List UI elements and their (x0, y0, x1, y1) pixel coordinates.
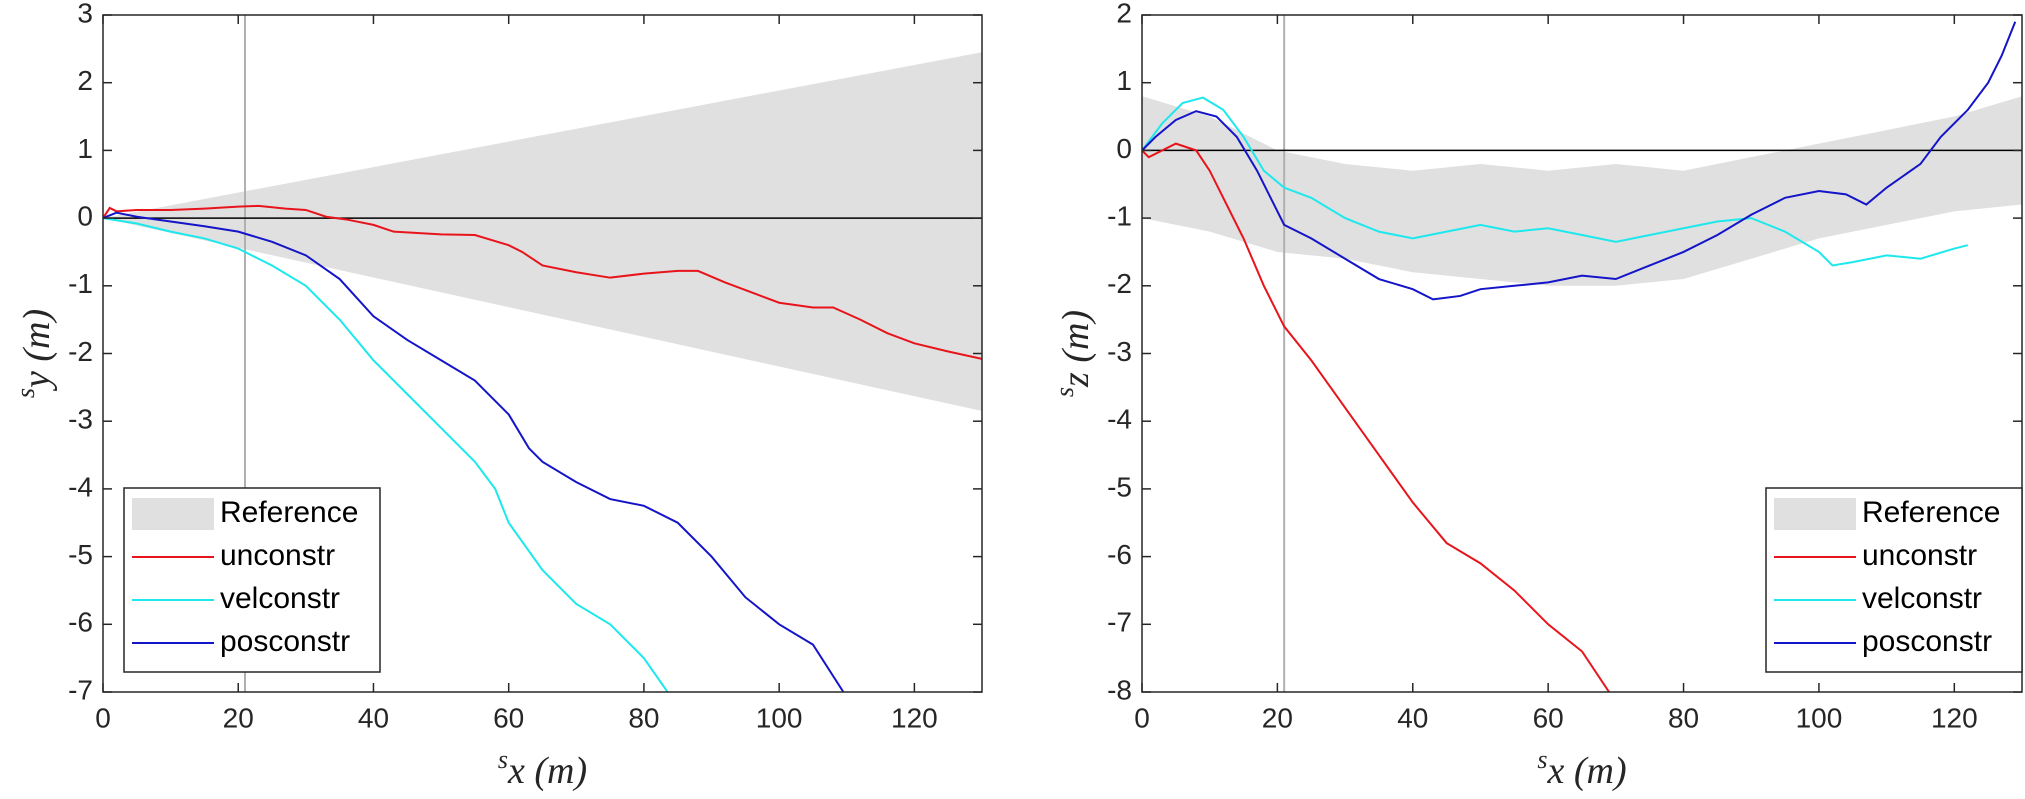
reference-band (103, 52, 982, 412)
y-tick-label: -3 (68, 404, 93, 435)
y-tick-label: -8 (1107, 674, 1132, 705)
y-tick-label: -6 (68, 607, 93, 638)
y-label-sup: s (11, 388, 40, 398)
y-tick-label: -1 (1107, 200, 1132, 231)
x-tick-label: 80 (628, 702, 659, 733)
legend-label: velconstr (220, 582, 340, 615)
y-tick-label: 0 (1116, 133, 1132, 164)
x-tick-label: 100 (756, 702, 803, 733)
x-tick-label: 20 (1262, 702, 1293, 733)
reference-band (1142, 96, 2022, 286)
legend-label: Reference (220, 496, 358, 529)
y-axis-label: sz (m) (1050, 310, 1097, 397)
legend-label: velconstr (1862, 582, 1982, 615)
series-line (103, 211, 845, 692)
series-line (1142, 21, 2017, 301)
x-label-sup: s (498, 745, 508, 774)
y-tick-label: 1 (1116, 65, 1132, 96)
legend-label: posconstr (1862, 625, 1992, 658)
legend: Reference unconstr velconstr posconstr (123, 487, 381, 673)
legend-label: posconstr (220, 625, 350, 658)
legend-label: unconstr (220, 539, 335, 572)
y-tick-label: -6 (1107, 539, 1132, 570)
x-tick-label: 0 (95, 702, 111, 733)
x-axis-label: sx (m) (1537, 745, 1626, 792)
y-tick-label: -5 (1107, 471, 1132, 502)
y-label-text: z (m) (1055, 310, 1097, 388)
y-tick-label: -2 (1107, 268, 1132, 299)
legend-label: Reference (1862, 496, 2000, 529)
y-label-text: y (m) (16, 309, 58, 392)
x-tick-label: 120 (891, 702, 938, 733)
y-tick-label: 0 (77, 200, 93, 231)
x-label-text: x (m) (507, 750, 587, 792)
x-tick-label: 20 (223, 702, 254, 733)
y-label-sup: s (1050, 387, 1079, 397)
series-line (103, 217, 669, 692)
x-tick-label: 120 (1931, 702, 1978, 733)
y-tick-label: -5 (68, 539, 93, 570)
y-tick-label: -2 (68, 336, 93, 367)
legend-swatch (1774, 498, 1856, 530)
x-tick-label: 100 (1796, 702, 1843, 733)
series-line (103, 204, 982, 360)
y-tick-label: -4 (68, 471, 93, 502)
y-tick-label: -1 (68, 268, 93, 299)
y-tick-label: -3 (1107, 336, 1132, 367)
y-tick-label: 3 (77, 0, 93, 28)
legend-swatch (132, 498, 214, 530)
x-tick-label: 0 (1134, 702, 1150, 733)
y-tick-label: 2 (77, 65, 93, 96)
x-tick-label: 80 (1668, 702, 1699, 733)
y-tick-label: -7 (68, 674, 93, 705)
x-label-text: x (m) (1547, 750, 1627, 792)
y-tick-label: 1 (77, 133, 93, 164)
x-tick-label: 60 (493, 702, 524, 733)
x-tick-label: 40 (1397, 702, 1428, 733)
x-axis-label: sx (m) (498, 745, 587, 792)
plot-area (103, 15, 982, 692)
legend-label: unconstr (1862, 539, 1977, 572)
series-line (1142, 142, 1610, 692)
x-tick-label: 60 (1533, 702, 1564, 733)
y-axis-label: sy (m) (11, 309, 58, 398)
y-tick-label: -4 (1107, 404, 1132, 435)
plot-area (1142, 15, 2022, 692)
x-tick-label: 40 (358, 702, 389, 733)
x-label-sup: s (1537, 745, 1547, 774)
series-line (1142, 96, 1969, 267)
legend: Reference unconstr velconstr posconstr (1765, 487, 2023, 673)
y-tick-label: 2 (1116, 0, 1132, 28)
y-tick-label: -7 (1107, 607, 1132, 638)
